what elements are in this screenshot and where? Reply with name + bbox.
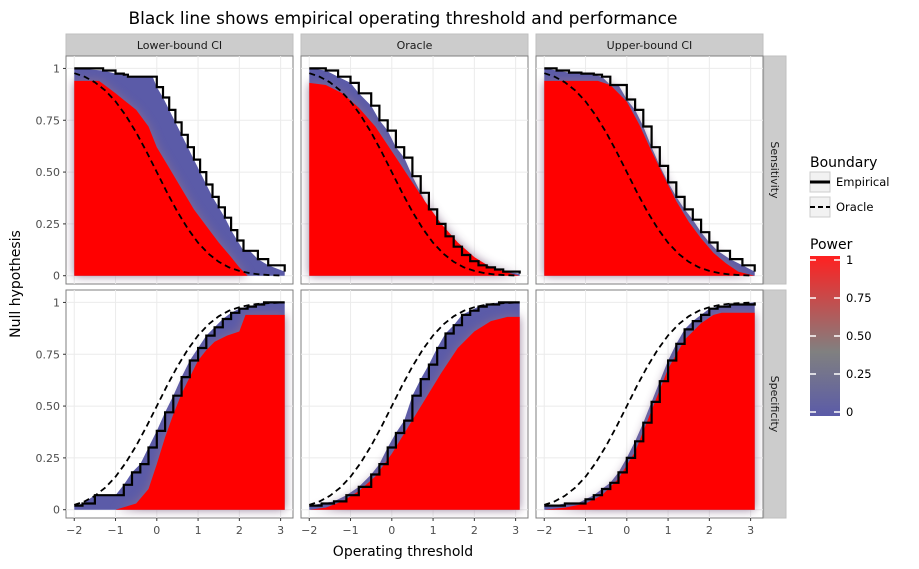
oracle-boundary-line bbox=[544, 301, 751, 506]
oracle-boundary-line bbox=[309, 72, 516, 277]
panel-specificity-oracle: −2 −1 0 1 2 3 bbox=[300, 289, 529, 537]
facet-strip-col-label: Lower-bound CI bbox=[137, 39, 222, 52]
panel-specificity-lower-bound-ci: 0 0.25 0.50 0.75 1 −2 −1 0 1 2 3 bbox=[36, 289, 294, 537]
colorbar-label: 0.50 bbox=[846, 329, 872, 343]
panel-sensitivity-upper-bound-ci bbox=[535, 55, 764, 285]
x-tick-label: 3 bbox=[747, 524, 754, 537]
panel-specificity-upper-bound-ci: −2 −1 0 1 2 3 bbox=[535, 289, 764, 537]
high-power-area bbox=[544, 312, 755, 510]
facet-strip-col-label: Oracle bbox=[397, 39, 433, 52]
y-axis-title: Null hypothesis bbox=[8, 230, 24, 338]
legend-power-title: Power bbox=[810, 237, 853, 253]
x-tick-label: 1 bbox=[195, 524, 202, 537]
empirical-boundary-line bbox=[309, 67, 521, 274]
x-tick-label: 2 bbox=[471, 524, 478, 537]
y-tick-label: 0.75 bbox=[36, 114, 61, 127]
panel-sensitivity-lower-bound-ci: 0 0.25 0.50 0.75 1 bbox=[36, 55, 294, 285]
x-tick-label: 0 bbox=[623, 524, 630, 537]
chart-title: Black line shows empirical operating thr… bbox=[129, 9, 678, 29]
power-surface bbox=[309, 302, 520, 510]
legend-label-oracle: Oracle bbox=[836, 200, 873, 214]
oracle-boundary-line bbox=[74, 301, 281, 506]
x-tick-label: 1 bbox=[665, 524, 672, 537]
x-tick-label: −2 bbox=[301, 524, 317, 537]
panel-sensitivity-oracle bbox=[300, 55, 529, 285]
legend-label-empirical: Empirical bbox=[836, 175, 889, 189]
power-surface bbox=[74, 302, 285, 510]
x-tick-label: −1 bbox=[342, 524, 358, 537]
facet-strip-row bbox=[763, 55, 787, 285]
x-tick-label: 3 bbox=[512, 524, 519, 537]
x-tick-label: 2 bbox=[236, 524, 243, 537]
legend: Boundary Empirical Oracle Power 1 0.75 0.5… bbox=[809, 155, 889, 419]
colorbar-label: 0 bbox=[846, 405, 853, 419]
facet-strip-row-label: Sensitivity bbox=[768, 141, 781, 199]
colorbar-label: 1 bbox=[846, 253, 853, 267]
empirical-boundary-line bbox=[309, 301, 520, 507]
power-surface bbox=[544, 302, 755, 510]
high-power-area bbox=[309, 316, 520, 510]
empirical-boundary-line bbox=[74, 67, 286, 272]
y-tick-label: 0 bbox=[53, 270, 60, 283]
empirical-boundary-line bbox=[544, 67, 756, 272]
x-tick-label: −2 bbox=[66, 524, 82, 537]
y-tick-label: 1 bbox=[53, 296, 60, 309]
y-tick-label: 0.25 bbox=[36, 218, 61, 231]
x-tick-label: 0 bbox=[153, 524, 160, 537]
high-power-area bbox=[74, 314, 285, 510]
facet-strip-row-label: Specificity bbox=[768, 376, 781, 433]
power-surface bbox=[74, 68, 285, 276]
facet-strip-col-label: Upper-bound CI bbox=[607, 39, 693, 52]
x-tick-label: −2 bbox=[536, 524, 552, 537]
oracle-boundary-line bbox=[309, 301, 516, 506]
legend-boundary-title: Boundary bbox=[810, 155, 877, 171]
x-tick-label: 0 bbox=[388, 524, 395, 537]
oracle-boundary-line bbox=[74, 72, 281, 277]
colorbar-label: 0.25 bbox=[846, 367, 872, 381]
y-tick-label: 1 bbox=[53, 62, 60, 75]
y-tick-label: 0 bbox=[53, 504, 60, 517]
empirical-boundary-line bbox=[544, 302, 756, 507]
colorbar-label: 0.75 bbox=[846, 291, 872, 305]
facet-strip-row bbox=[763, 289, 787, 519]
x-tick-label: −1 bbox=[107, 524, 123, 537]
empirical-boundary-line bbox=[74, 301, 285, 507]
y-tick-label: 0.75 bbox=[36, 348, 61, 361]
high-power-area bbox=[74, 80, 285, 276]
y-tick-label: 0.50 bbox=[36, 400, 61, 413]
x-tick-label: 1 bbox=[430, 524, 437, 537]
high-power-area bbox=[309, 82, 520, 276]
facet-panels: Lower-bound CI Oracle Upper-bound CI Sensit… bbox=[36, 33, 787, 537]
oracle-boundary-line bbox=[544, 72, 751, 277]
power-surface bbox=[544, 68, 755, 276]
x-axis-title: Operating threshold bbox=[333, 544, 473, 560]
y-tick-label: 0.25 bbox=[36, 452, 61, 465]
x-tick-label: 3 bbox=[277, 524, 284, 537]
high-power-area bbox=[544, 80, 755, 276]
x-tick-label: −1 bbox=[577, 524, 593, 537]
power-surface bbox=[309, 68, 520, 276]
x-tick-label: 2 bbox=[706, 524, 713, 537]
y-tick-label: 0.50 bbox=[36, 166, 61, 179]
colorbar-ticks: 1 0.75 0.50 0.25 0 bbox=[810, 253, 872, 419]
